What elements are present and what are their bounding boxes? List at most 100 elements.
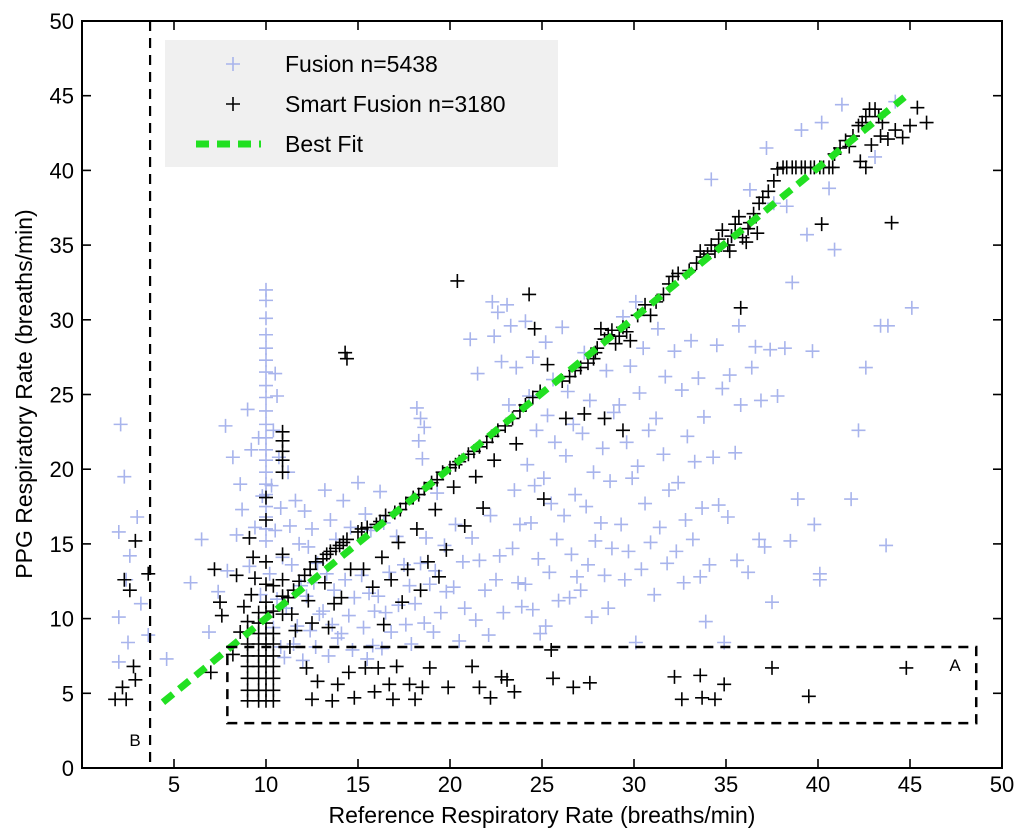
smart-fusion-point	[207, 562, 222, 577]
fusion-point	[614, 517, 629, 532]
fusion-point	[680, 429, 695, 444]
fusion-point	[130, 510, 145, 525]
smart-fusion-point	[384, 572, 399, 587]
fusion-point	[345, 642, 360, 657]
smart-fusion-point	[328, 541, 343, 556]
smart-fusion-point	[303, 562, 318, 577]
fusion-point	[696, 409, 711, 424]
smart-fusion-point	[864, 138, 879, 153]
smart-fusion-point	[356, 562, 371, 577]
fusion-point	[625, 471, 640, 486]
y-tick-label: 25	[50, 383, 74, 408]
fusion-point	[827, 242, 842, 257]
legend-smart-fusion-plus	[226, 97, 240, 111]
smart-fusion-point	[667, 669, 682, 684]
fusion-point	[183, 575, 198, 590]
fusion-point	[807, 517, 822, 532]
fusion-point	[117, 469, 132, 484]
smart-fusion-point	[546, 671, 561, 686]
smart-fusion-point	[251, 671, 266, 686]
smart-fusion-point	[325, 693, 340, 708]
fusion-point	[617, 572, 632, 587]
smart-fusion-point	[825, 160, 840, 175]
smart-fusion-point	[341, 665, 356, 680]
fusion-point	[496, 605, 511, 620]
smart-fusion-point	[884, 215, 899, 230]
fusion-point	[656, 447, 671, 462]
fusion-point	[408, 596, 423, 611]
fusion-point	[264, 478, 279, 493]
fusion-point	[597, 568, 612, 583]
fusion-point	[757, 539, 772, 554]
fusion-point	[904, 300, 919, 315]
best-fit-series	[160, 94, 907, 705]
fusion-point	[481, 628, 496, 643]
annotation-a-box	[226, 645, 978, 725]
fusion-point	[858, 360, 873, 375]
fusion-point	[650, 321, 665, 336]
fusion-point	[584, 610, 599, 625]
y-tick-label: 15	[50, 532, 74, 557]
y-tick-label: 45	[50, 84, 74, 109]
fusion-point	[159, 651, 174, 666]
fusion-point	[711, 498, 726, 513]
fusion-point	[362, 586, 377, 601]
fusion-point	[373, 484, 388, 499]
smart-fusion-point	[566, 680, 581, 695]
fusion-point	[220, 563, 235, 578]
fusion-point	[523, 515, 538, 530]
fusion-point	[374, 641, 389, 656]
smart-fusion-point	[213, 595, 227, 610]
fusion-point	[687, 454, 702, 469]
smart-fusion-point	[919, 115, 934, 130]
fusion-point	[259, 533, 273, 548]
smart-fusion-point	[275, 465, 290, 480]
smart-fusion-point	[382, 677, 397, 692]
fusion-point	[122, 548, 137, 563]
fusion-point	[568, 487, 583, 502]
legend-best-fit-label: Best Fit	[285, 131, 364, 157]
fusion-point	[259, 293, 273, 308]
smart-fusion-point	[266, 683, 281, 698]
fusion-point	[790, 492, 805, 507]
x-tick-label: 30	[622, 772, 646, 797]
smart-fusion-point	[739, 235, 754, 250]
fusion-point	[505, 541, 520, 556]
smart-fusion-point	[323, 544, 338, 559]
fusion-point	[225, 450, 240, 465]
fusion-point	[133, 596, 148, 611]
smart-fusion-point	[347, 690, 362, 705]
fusion-point	[141, 628, 156, 643]
fusion-point	[426, 625, 441, 640]
fusion-point	[284, 557, 299, 572]
smart-fusion-point	[487, 453, 502, 468]
y-tick-label: 0	[62, 756, 74, 781]
y-tick-label: 5	[62, 681, 74, 706]
fusion-point	[295, 653, 310, 668]
fusion-point	[413, 556, 428, 571]
smart-fusion-point	[321, 620, 336, 635]
smart-fusion-point	[266, 648, 281, 663]
fusion-point	[242, 559, 257, 574]
smart-fusion-point	[801, 689, 816, 704]
smart-fusion-point	[612, 329, 627, 344]
fusion-point	[317, 483, 332, 498]
smart-fusion-point	[236, 599, 251, 614]
legend: Fusion n=5438 Smart Fusion n=3180 Best F…	[165, 40, 558, 167]
fusion-point	[244, 442, 259, 457]
fusion-point	[266, 423, 281, 438]
fusion-point	[297, 504, 312, 519]
fusion-series	[111, 94, 919, 669]
smart-fusion-point	[360, 520, 375, 535]
fusion-point	[367, 604, 382, 619]
y-tick-label: 35	[50, 233, 74, 258]
fusion-point	[358, 507, 373, 522]
smart-fusion-point	[582, 675, 597, 690]
smart-fusion-point	[242, 530, 257, 545]
y-tick-label: 30	[50, 308, 74, 333]
y-tick-label: 40	[50, 158, 74, 183]
smart-fusion-point	[761, 184, 776, 199]
fusion-point	[211, 584, 226, 599]
fusion-point	[555, 320, 570, 335]
fusion-point	[551, 593, 566, 608]
